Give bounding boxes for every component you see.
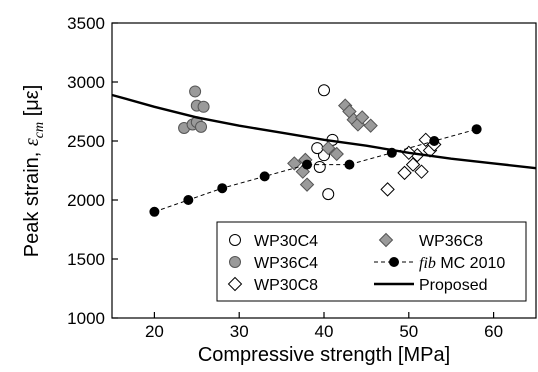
data-point — [471, 124, 482, 135]
data-point — [259, 171, 270, 182]
legend-label-prefix: fib — [419, 255, 436, 272]
data-point — [354, 110, 370, 125]
legend-entry: WP30C8 — [227, 276, 318, 294]
legend-entry: WP30C4 — [229, 233, 318, 250]
legend-label: WP30C4 — [254, 233, 318, 250]
data-point — [344, 159, 355, 170]
y-axis-title-unit: [με] — [21, 85, 43, 122]
legend-entry: WP36C8 — [378, 232, 483, 250]
data-point — [380, 182, 395, 197]
data-point — [321, 140, 336, 156]
legend-entry: Proposed — [374, 277, 488, 294]
series-mc-2010 — [149, 124, 482, 217]
legend-marker — [389, 257, 399, 267]
x-tick-label: 50 — [399, 322, 418, 341]
y-axis-title-symbol: ε — [21, 138, 43, 146]
data-point — [414, 164, 429, 179]
legend-entry: fib MC 2010 — [374, 255, 505, 272]
series-line — [154, 128, 477, 213]
y-axis-title: Peak strain, εcm [με] — [21, 85, 47, 258]
y-tick-label: 3000 — [67, 73, 105, 92]
series-proposed — [111, 93, 537, 170]
x-tick-label: 30 — [230, 322, 249, 341]
legend-label: WP36C8 — [419, 233, 483, 250]
data-point — [397, 165, 412, 181]
data-point — [322, 188, 335, 201]
series-wp36c8 — [287, 98, 378, 192]
legend-label: fib MC 2010 — [419, 255, 505, 272]
series-line — [111, 93, 537, 170]
legend-marker — [229, 234, 241, 246]
x-tick-label: 60 — [484, 322, 503, 341]
data-point — [217, 183, 228, 194]
series-wp36c4 — [178, 85, 210, 135]
data-point — [363, 118, 378, 133]
data-point — [189, 85, 202, 98]
legend-entry: WP36C4 — [229, 255, 318, 272]
data-point — [429, 136, 440, 146]
data-point — [149, 206, 160, 217]
data-point — [299, 177, 315, 192]
axis-ticks: 20 30 40 50 60 1000 1500 2000 2500 3000 3500 — [67, 14, 503, 341]
legend-marker — [229, 256, 241, 268]
legend-label: WP36C4 — [254, 255, 318, 272]
x-tick-label: 20 — [145, 322, 164, 341]
legend-label: WP30C8 — [254, 277, 318, 294]
data-point — [197, 100, 210, 113]
data-point — [195, 120, 208, 133]
y-tick-label: 1500 — [67, 250, 105, 269]
data-point — [313, 160, 326, 173]
y-tick-label: 3500 — [67, 14, 105, 33]
data-point — [318, 84, 330, 97]
legend-box — [216, 221, 527, 302]
legend-marker — [227, 276, 243, 292]
plot-area — [111, 84, 537, 217]
legend-marker — [378, 232, 394, 248]
y-tick-label: 1000 — [67, 309, 105, 328]
data-point — [329, 146, 344, 162]
data-point — [183, 195, 194, 205]
y-tick-label: 2500 — [67, 132, 105, 151]
data-point — [287, 156, 302, 171]
legend-label-name: MC 2010 — [436, 255, 505, 272]
x-axis-title: Compressive strength [MPa] — [198, 344, 450, 366]
y-axis-title-subscript: cm — [32, 122, 47, 138]
y-tick-label: 2000 — [67, 191, 105, 210]
data-point — [302, 159, 313, 170]
legend: WP30C4 WP36C8 WP36C4 fib MC 2010 WP30C8 Propo… — [216, 221, 527, 302]
legend-label: Proposed — [419, 277, 488, 294]
y-axis-title-prefix: Peak strain, — [21, 146, 43, 257]
legend-entries: WP30C4 WP36C8 WP36C4 fib MC 2010 WP30C8 Propo… — [227, 232, 505, 294]
x-tick-label: 40 — [315, 322, 334, 341]
